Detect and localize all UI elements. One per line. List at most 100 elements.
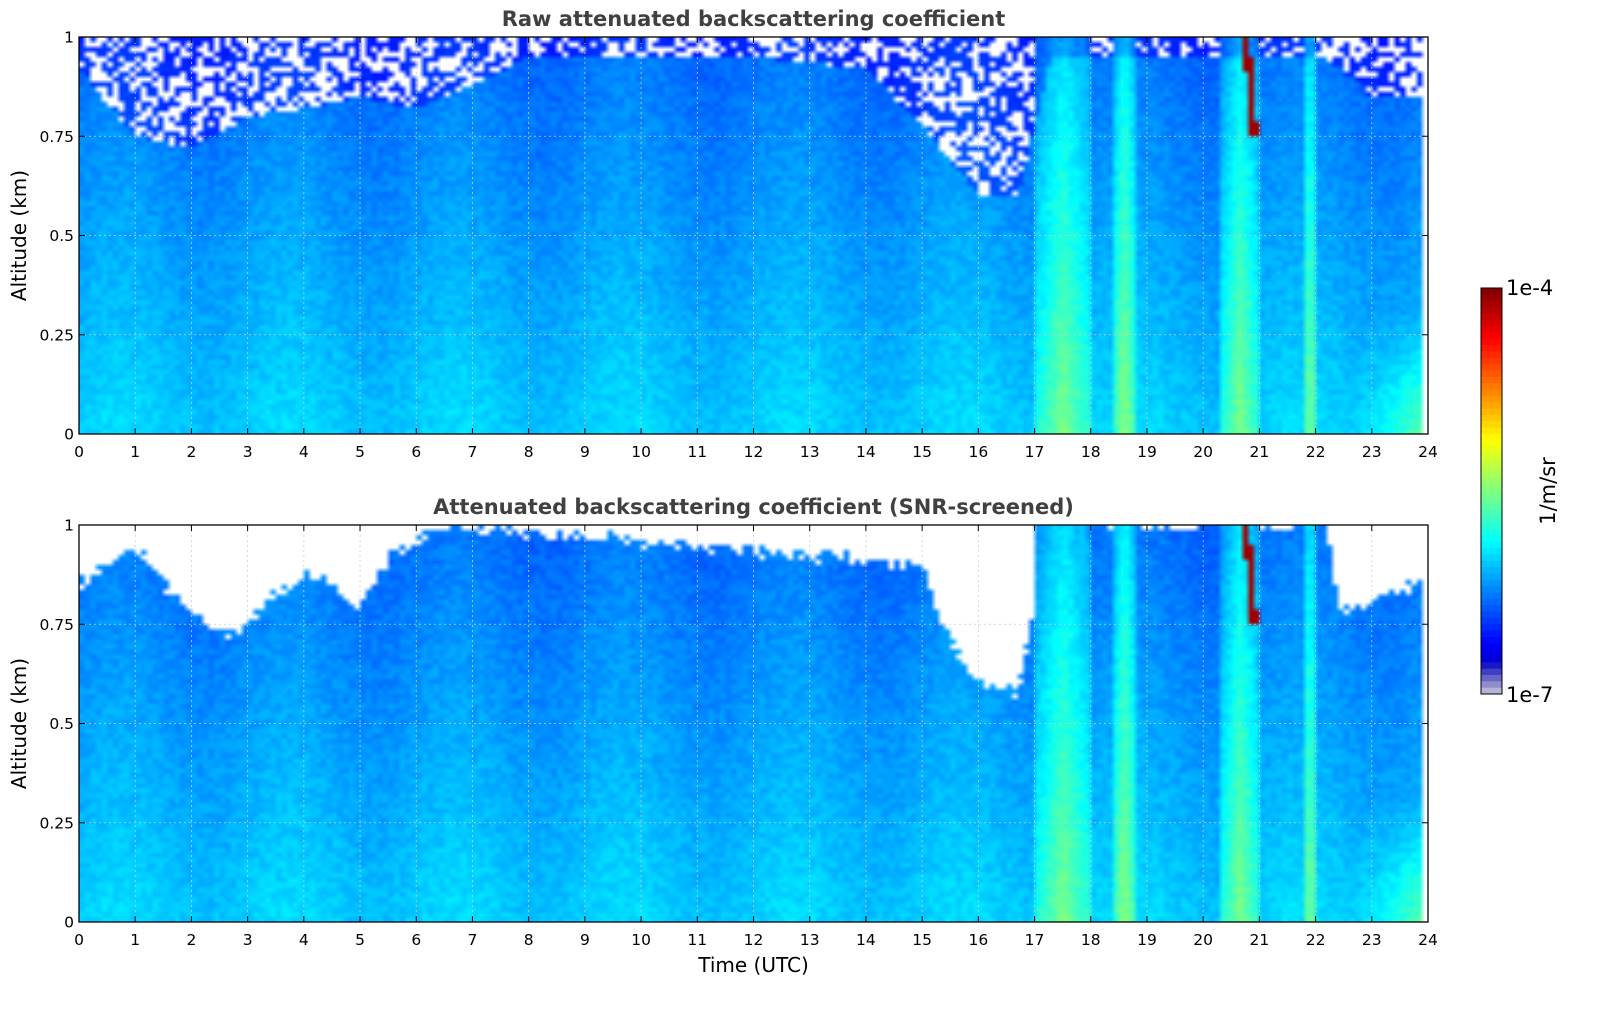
colorbar-swatch	[1481, 605, 1502, 613]
x-tick-label: 15	[912, 931, 932, 949]
x-tick-label: 1	[130, 443, 140, 461]
colorbar-swatch	[1481, 611, 1502, 619]
colorbar-swatch	[1481, 491, 1502, 498]
y-tick-label: 0	[64, 426, 74, 444]
colorbar-swatch	[1481, 535, 1502, 543]
x-tick-label: 17	[1025, 931, 1045, 949]
chart-snr-screened-backscatter: Attenuated backscattering coefficient (S…	[7, 495, 1438, 977]
colorbar-swatch	[1481, 522, 1502, 530]
x-tick-label: 19	[1137, 443, 1157, 461]
colorbar-swatch	[1481, 459, 1502, 467]
x-tick-label: 10	[631, 443, 651, 461]
x-tick-label: 4	[299, 931, 309, 949]
colorbar-swatch	[1481, 484, 1502, 492]
x-tick-label: 23	[1362, 443, 1382, 461]
colorbar-swatch	[1481, 674, 1502, 682]
colorbar-swatch	[1481, 452, 1502, 460]
colorbar-frame	[1480, 287, 1503, 695]
colorbar-swatch	[1481, 414, 1502, 422]
colorbar-swatch	[1481, 497, 1502, 505]
colorbar-swatch	[1481, 376, 1502, 384]
colorbar-swatch	[1481, 573, 1502, 581]
colorbar-swatch	[1481, 624, 1502, 632]
colorbar-swatch	[1481, 516, 1502, 524]
colorbar-min-label: 1e-7	[1506, 683, 1553, 707]
x-axis-label: Time (UTC)	[697, 953, 809, 977]
colorbar-swatch	[1481, 548, 1502, 555]
x-tick-label: 21	[1250, 931, 1270, 949]
colorbar-swatch	[1481, 357, 1502, 365]
y-axis-label: Altitude (km)	[7, 658, 31, 789]
x-tick-label: 11	[687, 931, 707, 949]
x-tick-label: 3	[243, 931, 253, 949]
colorbar-swatch	[1481, 617, 1502, 625]
colorbar-swatch	[1481, 294, 1502, 302]
colorbar-unit-label: 1/m/sr	[1536, 457, 1560, 525]
x-tick-label: 2	[186, 443, 196, 461]
y-tick-label: 0.25	[39, 814, 74, 832]
colorbar-swatch	[1481, 560, 1502, 568]
colorbar-max-label: 1e-4	[1506, 276, 1553, 300]
colorbar-swatch	[1481, 351, 1502, 359]
x-tick-label: 9	[580, 443, 590, 461]
x-tick-label: 15	[912, 443, 932, 461]
colorbar-swatch	[1481, 338, 1502, 346]
x-tick-label: 14	[856, 443, 876, 461]
y-axis-label: Altitude (km)	[7, 170, 31, 301]
x-tick-label: 13	[800, 931, 820, 949]
x-tick-label: 6	[411, 931, 421, 949]
y-tick-label: 1	[64, 517, 74, 535]
colorbar-swatch	[1481, 364, 1502, 371]
y-tick-label: 0	[64, 914, 74, 932]
y-tick-label: 0.5	[49, 715, 74, 733]
y-tick-label: 0.75	[39, 616, 74, 634]
y-tick-label: 1	[64, 29, 74, 47]
x-tick-label: 22	[1306, 931, 1326, 949]
colorbar-swatch	[1481, 465, 1502, 473]
x-tick-label: 16	[968, 931, 988, 949]
x-tick-label: 6	[411, 443, 421, 461]
colorbar-swatch	[1481, 643, 1502, 651]
x-tick-label: 0	[74, 931, 84, 949]
x-tick-label: 23	[1362, 931, 1382, 949]
colorbar-swatch	[1481, 421, 1502, 429]
colorbar-swatch	[1481, 370, 1502, 378]
colorbar-swatch	[1481, 668, 1502, 676]
colorbar-swatch	[1481, 655, 1502, 663]
x-tick-label: 11	[687, 443, 707, 461]
x-tick-label: 4	[299, 443, 309, 461]
colorbar-swatch	[1481, 592, 1502, 600]
x-tick-label: 2	[186, 931, 196, 949]
x-tick-label: 9	[580, 931, 590, 949]
colorbar-swatch	[1481, 395, 1502, 403]
colorbar-swatch	[1481, 300, 1502, 308]
x-tick-label: 14	[856, 931, 876, 949]
x-tick-label: 7	[468, 931, 478, 949]
colorbar-swatch	[1481, 440, 1502, 448]
colorbar-swatch	[1481, 662, 1502, 670]
colorbar-swatch	[1481, 510, 1502, 517]
colorbar-swatch	[1481, 529, 1502, 536]
colorbar-swatch	[1481, 649, 1502, 657]
colorbar-swatch	[1481, 446, 1502, 454]
x-tick-label: 5	[355, 443, 365, 461]
colorbar-swatch	[1481, 541, 1502, 549]
colorbar-swatch	[1481, 579, 1502, 587]
x-tick-label: 12	[744, 443, 764, 461]
x-tick-label: 0	[74, 443, 84, 461]
colorbar-swatch	[1481, 307, 1502, 314]
colorbar-swatch	[1481, 288, 1502, 295]
x-tick-label: 8	[524, 443, 534, 461]
x-tick-label: 8	[524, 931, 534, 949]
x-tick-label: 18	[1081, 443, 1101, 461]
x-tick-label: 5	[355, 931, 365, 949]
x-tick-label: 21	[1250, 443, 1270, 461]
colorbar-swatch	[1481, 471, 1502, 479]
colorbar-swatch	[1481, 478, 1502, 486]
chart-title: Raw attenuated backscattering coefficien…	[502, 7, 1006, 31]
colorbar-swatch	[1481, 427, 1502, 435]
x-tick-label: 19	[1137, 931, 1157, 949]
chart-raw-backscatter: Raw attenuated backscattering coefficien…	[7, 7, 1438, 461]
x-tick-label: 18	[1081, 931, 1101, 949]
